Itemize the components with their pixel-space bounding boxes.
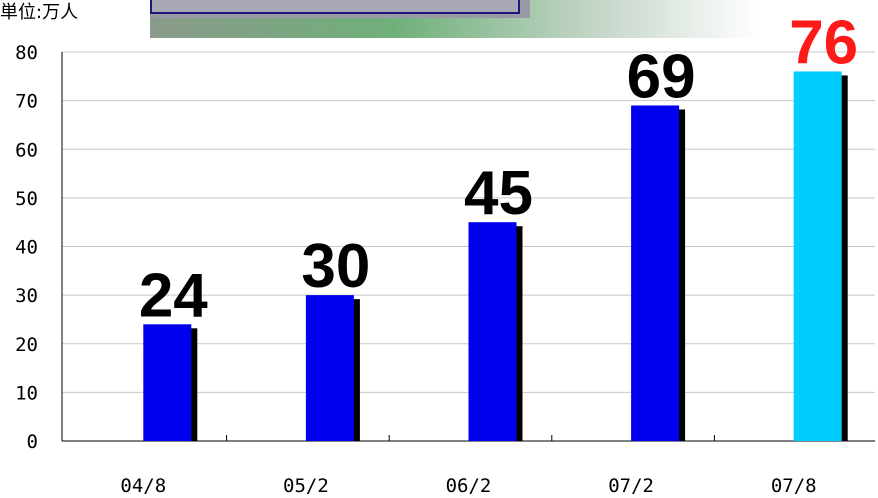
bar — [793, 71, 842, 441]
value-label: 45 — [464, 159, 533, 228]
value-label: 76 — [789, 8, 858, 77]
value-label: 24 — [139, 261, 208, 330]
y-tick-label: 30 — [15, 285, 38, 307]
y-tick-label: 60 — [15, 139, 38, 161]
bar — [468, 222, 517, 441]
y-tick-label: 70 — [15, 91, 38, 113]
value-label: 69 — [627, 42, 696, 111]
bar — [305, 295, 354, 441]
y-tick-label: 40 — [15, 237, 38, 259]
bar — [631, 105, 680, 442]
bar — [143, 324, 192, 441]
x-tick-label: 06/2 — [446, 475, 492, 497]
x-tick-label: 05/2 — [283, 475, 329, 497]
x-tick-label: 04/8 — [120, 475, 166, 497]
value-label: 30 — [301, 232, 370, 301]
x-tick-label: 07/2 — [608, 475, 654, 497]
unit-label: 単位:万人 — [0, 2, 78, 23]
y-tick-label: 0 — [27, 431, 38, 453]
banner-image — [150, 0, 760, 38]
x-tick-label: 07/8 — [771, 475, 817, 497]
y-tick-label: 50 — [15, 188, 38, 210]
y-tick-label: 20 — [15, 334, 38, 356]
y-tick-label: 80 — [15, 42, 38, 64]
y-tick-label: 10 — [15, 382, 38, 404]
